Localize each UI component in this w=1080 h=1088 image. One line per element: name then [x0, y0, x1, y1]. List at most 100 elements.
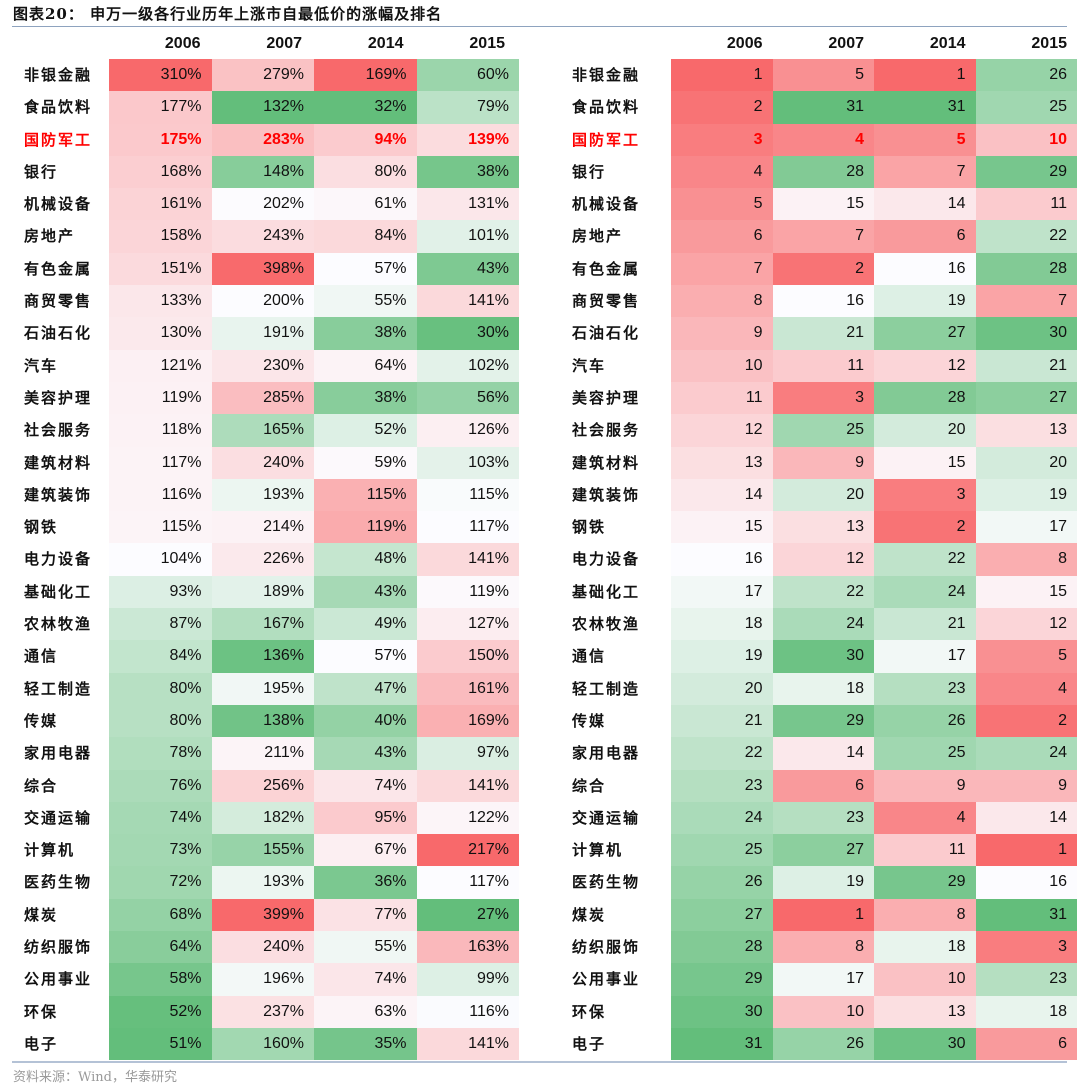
rank-cell: 6 [671, 220, 773, 253]
gain-cell: 158% [109, 220, 212, 253]
industry-label: 农林牧渔 [572, 615, 641, 634]
rank-cell: 27 [874, 317, 976, 350]
industry-label: 房地产 [572, 227, 624, 246]
rank-table-row: 公用事业 29 17 10 23 [560, 963, 1077, 996]
industry-label: 公用事业 [572, 970, 641, 989]
industry-label: 传媒 [572, 711, 607, 730]
rank-table-row: 美容护理 11 3 28 27 [560, 381, 1077, 415]
rank-table-row: 家用电器 22 14 25 24 [560, 737, 1077, 770]
rank-cell: 17 [874, 640, 976, 673]
gain-cell: 104% [109, 543, 212, 576]
industry-label: 纺织服饰 [572, 938, 641, 957]
rank-cell: 11 [874, 834, 976, 867]
industry-label: 建筑装饰 [24, 485, 93, 504]
gain-cell: 133% [109, 285, 212, 318]
gain-cell: 167% [211, 608, 314, 641]
gain-cell: 57% [314, 252, 417, 286]
rank-cell: 28 [874, 381, 976, 415]
gain-cell: 122% [416, 801, 519, 835]
gain-cell: 119% [416, 575, 519, 609]
industry-label: 综合 [572, 776, 607, 795]
rank-cell: 5 [671, 188, 773, 221]
gain-cell: 80% [109, 704, 212, 738]
gain-cell: 189% [211, 575, 314, 609]
gain-cell: 191% [211, 317, 314, 350]
gain-cell: 77% [314, 898, 417, 932]
figure-title: 图表20： 申万一级各行业历年上涨市自最低价的涨幅及排名 [13, 5, 443, 23]
gain-cell: 36% [314, 866, 417, 899]
gain-cell: 196% [211, 963, 314, 996]
gain-table-row: 农林牧渔 87% 167% 49% 127% [12, 608, 519, 641]
industry-label: 传媒 [24, 711, 59, 730]
industry-label: 煤炭 [572, 905, 607, 924]
gain-cell: 150% [416, 640, 519, 673]
gain-cell: 131% [416, 188, 519, 221]
rank-cell: 15 [975, 575, 1077, 609]
rank-table-row: 传媒 21 29 26 2 [560, 704, 1077, 738]
gain-cell: 74% [314, 769, 417, 802]
rank-cell: 25 [772, 414, 874, 447]
rank-cell: 26 [874, 704, 976, 738]
gain-cell: 59% [314, 446, 417, 479]
gain-table-row: 非银金融 310% 279% 169% 60% [12, 59, 519, 92]
gain-table-row: 通信 84% 136% 57% 150% [12, 640, 519, 673]
rank-cell: 12 [671, 414, 773, 447]
industry-label: 基础化工 [572, 582, 641, 601]
gain-cell: 43% [314, 575, 417, 609]
rank-cell: 5 [874, 123, 976, 156]
rank-table-row: 交通运输 24 23 4 14 [560, 801, 1077, 835]
rank-table-row: 轻工制造 20 18 23 4 [560, 672, 1077, 705]
industry-label: 非银金融 [572, 66, 641, 84]
gain-cell: 47% [314, 672, 417, 705]
rank-table-row: 石油石化 9 21 27 30 [560, 317, 1077, 350]
industry-label: 电子 [572, 1034, 607, 1053]
rank-cell: 27 [975, 381, 1077, 415]
gain-cell: 68% [109, 898, 212, 932]
rank-cell: 3 [671, 123, 773, 156]
rank-cell: 10 [671, 349, 773, 382]
industry-label: 钢铁 [24, 518, 59, 537]
rank-table-row: 机械设备 5 15 14 11 [560, 188, 1077, 221]
rank-cell: 23 [975, 963, 1077, 996]
rank-cell: 31 [874, 91, 976, 124]
gain-cell: 93% [109, 575, 212, 609]
industry-label: 轻工制造 [572, 679, 641, 698]
rank-cell: 14 [772, 737, 874, 770]
industry-label: 石油石化 [572, 324, 641, 343]
gain-cell: 214% [211, 511, 314, 544]
gain-cell: 399% [211, 898, 314, 932]
rank-table-row: 医药生物 26 19 29 16 [560, 866, 1077, 899]
gain-cell: 102% [416, 349, 519, 382]
rank-table-row: 建筑装饰 14 20 3 19 [560, 478, 1077, 512]
rank-table-row: 纺织服饰 28 8 18 3 [560, 931, 1077, 964]
gain-table-row: 商贸零售 133% 200% 55% 141% [12, 285, 519, 318]
gain-table-row: 环保 52% 237% 63% 116% [12, 995, 519, 1028]
rank-cell: 10 [874, 963, 976, 996]
rank-cell: 1 [975, 834, 1077, 867]
rank-cell: 27 [671, 898, 773, 932]
rank-cell: 22 [874, 543, 976, 576]
gain-table-row: 有色金属 151% 398% 57% 43% [12, 252, 519, 286]
gain-cell: 74% [109, 801, 212, 835]
rank-cell: 30 [975, 317, 1077, 350]
rank-cell: 5 [975, 640, 1077, 673]
rank-cell: 11 [772, 349, 874, 382]
industry-label: 交通运输 [572, 808, 641, 827]
rank-table-row: 商贸零售 8 16 19 7 [560, 285, 1077, 318]
rank-cell: 12 [874, 349, 976, 382]
rank-cell: 11 [975, 188, 1077, 221]
rank-cell: 16 [671, 543, 773, 576]
rank-cell: 11 [671, 381, 773, 415]
rank-cell: 8 [772, 931, 874, 964]
gain-table-row: 纺织服饰 64% 240% 55% 163% [12, 931, 519, 964]
gain-cell: 67% [314, 834, 417, 867]
gain-cell: 38% [416, 155, 519, 189]
gain-table-row: 公用事业 58% 196% 74% 99% [12, 963, 519, 996]
gain-cell: 35% [314, 1027, 417, 1061]
rank-cell: 18 [975, 995, 1077, 1028]
rank-cell: 1 [671, 59, 773, 92]
industry-label: 国防军工 [572, 130, 641, 149]
rank-cell: 26 [671, 866, 773, 899]
gain-cell: 40% [314, 704, 417, 738]
rank-cell: 24 [772, 608, 874, 641]
